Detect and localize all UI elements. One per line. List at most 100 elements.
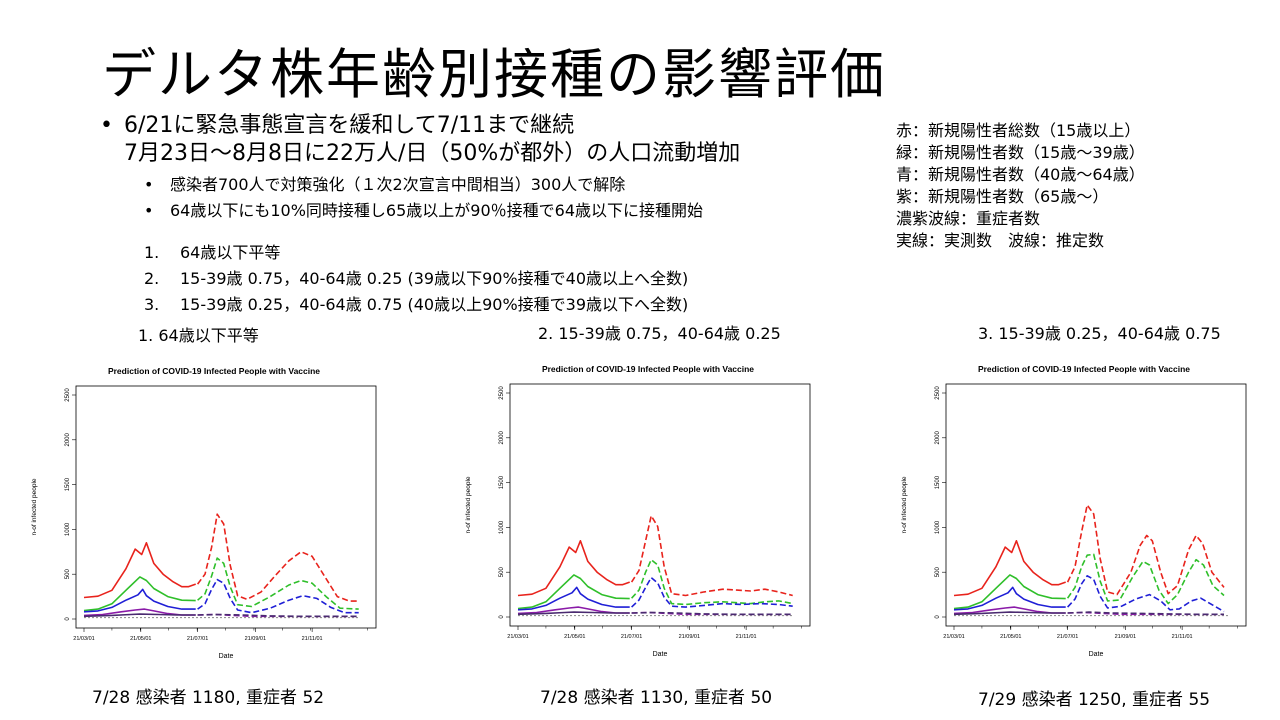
item-number: 2. bbox=[144, 269, 160, 288]
sub-bullet-list: • 感染者700人で対策強化（１次2次宣言中間相当）300人で解除 • 64歳以下に… bbox=[144, 172, 880, 224]
x-tick-label: 21/07/01 bbox=[1057, 634, 1078, 640]
x-tick-label: 21/11/01 bbox=[302, 636, 323, 642]
item-number: 3. bbox=[144, 295, 160, 314]
series-line-dark_purple-solid bbox=[83, 613, 196, 618]
y-tick-label: 1500 bbox=[65, 477, 71, 491]
sub-bullet-text: 64歳以下にも10%同時接種し65歳以上が90％接種で64歳以下に接種開始 bbox=[170, 201, 704, 220]
x-axis-label: Date bbox=[1089, 651, 1104, 658]
plot-frame bbox=[75, 385, 377, 629]
caption-2: 7/28 感染者 1130, 重症者 50 bbox=[540, 688, 773, 708]
series-line-green-solid bbox=[517, 574, 630, 610]
y-axis-label: n-of infected people bbox=[465, 476, 472, 533]
chart-title: Prediction of COVID-19 Infected People w… bbox=[108, 366, 320, 376]
y-tick-label: 0 bbox=[935, 615, 941, 619]
color-legend: 赤：新規陽性者総数（15歳以上） 緑：新規陽性者数（15歳～39歳） 青：新規陽… bbox=[896, 120, 1145, 252]
x-tick-label: 21/07/01 bbox=[621, 634, 642, 640]
x-tick-label: 21/03/01 bbox=[943, 634, 964, 640]
legend-item: 実線：実測数 波線：推定数 bbox=[896, 231, 1105, 250]
series-line-dark_purple-solid bbox=[953, 611, 1066, 616]
numbered-item: 1. 64歳以下平等 bbox=[144, 240, 880, 266]
x-tick-label: 21/11/01 bbox=[1172, 634, 1193, 640]
series-line-red-solid bbox=[83, 542, 196, 599]
plot-frame bbox=[945, 383, 1247, 627]
y-tick-label: 500 bbox=[935, 567, 941, 578]
y-tick-label: 2000 bbox=[499, 430, 505, 444]
x-tick-label: 21/09/01 bbox=[245, 636, 266, 642]
series-line-dark_purple-dash bbox=[1067, 611, 1224, 616]
x-tick-label: 21/07/01 bbox=[187, 636, 208, 642]
item-number: 1. bbox=[144, 243, 160, 262]
chart-title: Prediction of COVID-19 Infected People w… bbox=[542, 364, 754, 374]
sub-bullet-text: 感染者700人で対策強化（１次2次宣言中間相当）300人で解除 bbox=[170, 175, 626, 194]
sub-bullet-item: • 64歳以下にも10%同時接種し65歳以上が90％接種で64歳以下に接種開始 bbox=[144, 198, 880, 224]
series-line-green-dash bbox=[631, 558, 793, 606]
x-tick-label: 21/03/01 bbox=[73, 636, 94, 642]
bullet-section: • 6/21に緊急事態宣言を緩和して7/11まで継続 7月23日～8月8日に22… bbox=[100, 112, 880, 318]
series-line-dark_purple-dash bbox=[197, 613, 359, 618]
chart-scenario-3: Prediction of COVID-19 Infected People w… bbox=[901, 364, 1247, 658]
series-line-dark_purple-solid bbox=[517, 611, 630, 616]
legend-item: 赤：新規陽性者総数（15歳以上） bbox=[896, 121, 1141, 140]
plot-frame bbox=[509, 383, 811, 627]
caption-1: 7/28 感染者 1180, 重症者 52 bbox=[92, 688, 325, 708]
y-tick-label: 0 bbox=[499, 615, 505, 619]
x-axis-label: Date bbox=[219, 653, 234, 660]
y-tick-label: 2500 bbox=[499, 386, 505, 400]
x-tick-label: 21/05/01 bbox=[564, 634, 585, 640]
legend-item: 濃紫波線：重症者数 bbox=[896, 209, 1041, 228]
series-line-red-solid bbox=[953, 540, 1066, 597]
x-tick-label: 21/05/01 bbox=[130, 636, 151, 642]
series-line-red-dash bbox=[1066, 504, 1225, 596]
y-tick-label: 2000 bbox=[935, 430, 941, 444]
series-line-green-solid bbox=[953, 574, 1066, 610]
series-line-blue-solid bbox=[953, 586, 1066, 611]
y-tick-label: 2000 bbox=[65, 432, 71, 446]
series-line-green-dash bbox=[1066, 553, 1225, 605]
x-tick-label: 21/09/01 bbox=[679, 634, 700, 640]
x-tick-label: 21/03/01 bbox=[507, 634, 528, 640]
y-tick-label: 1000 bbox=[935, 520, 941, 534]
bullet-dot: • bbox=[144, 175, 154, 194]
chart-scenario-2: Prediction of COVID-19 Infected People w… bbox=[465, 364, 811, 658]
y-tick-label: 1500 bbox=[935, 475, 941, 489]
main-bullet-line1: 6/21に緊急事態宣言を緩和して7/11まで継続 bbox=[124, 113, 575, 138]
series-line-red-dash bbox=[630, 515, 793, 597]
y-tick-label: 1000 bbox=[65, 522, 71, 536]
numbered-item: 2. 15-39歳 0.75，40-64歳 0.25 (39歳以下90%接種で40… bbox=[144, 266, 880, 292]
caption-3: 7/29 感染者 1250, 重症者 55 bbox=[978, 690, 1211, 710]
y-axis-label: n-of infected people bbox=[31, 478, 38, 535]
chart-title: Prediction of COVID-19 Infected People w… bbox=[978, 364, 1190, 374]
x-tick-label: 21/05/01 bbox=[1000, 634, 1021, 640]
main-bullet: • 6/21に緊急事態宣言を緩和して7/11まで継続 7月23日～8月8日に22… bbox=[100, 112, 880, 168]
scenario-label-2: 2. 15-39歳 0.75，40-64歳 0.25 bbox=[538, 324, 781, 343]
item-text: 15-39歳 0.75，40-64歳 0.25 (39歳以下90%接種で40歳以… bbox=[180, 269, 689, 288]
series-line-red-solid bbox=[517, 540, 630, 597]
y-tick-label: 2500 bbox=[65, 388, 71, 402]
y-tick-label: 0 bbox=[65, 617, 71, 621]
y-tick-label: 500 bbox=[65, 569, 71, 580]
series-line-blue-solid bbox=[517, 586, 630, 611]
series-line-blue-dash bbox=[1067, 575, 1225, 613]
scenario-label-1: 1. 64歳以下平等 bbox=[138, 326, 259, 345]
legend-item: 紫：新規陽性者数（65歳～） bbox=[896, 187, 1109, 206]
series-line-red-dash bbox=[196, 513, 359, 602]
series-line-green-dash bbox=[197, 557, 359, 610]
legend-item: 緑：新規陽性者数（15歳～39歳） bbox=[896, 143, 1145, 162]
main-bullet-line2: 7月23日～8月8日に22万人/日（50%が都外）の人口流動増加 bbox=[124, 141, 741, 166]
series-line-blue-solid bbox=[83, 588, 196, 613]
bullet-dot: • bbox=[144, 201, 154, 220]
series-line-dark_purple-dash bbox=[631, 611, 793, 616]
y-axis-label: n-of infected people bbox=[901, 476, 908, 533]
legend-item: 青：新規陽性者数（40歳～64歳） bbox=[896, 165, 1145, 184]
y-tick-label: 500 bbox=[499, 567, 505, 578]
y-tick-label: 1000 bbox=[499, 520, 505, 534]
x-tick-label: 21/11/01 bbox=[736, 634, 757, 640]
numbered-list: 1. 64歳以下平等 2. 15-39歳 0.75，40-64歳 0.25 (39歳… bbox=[144, 240, 880, 318]
y-tick-label: 2500 bbox=[935, 386, 941, 400]
scenario-label-3: 3. 15-39歳 0.25，40-64歳 0.75 bbox=[978, 324, 1221, 343]
bullet-dot: • bbox=[100, 113, 113, 138]
chart-scenario-1: Prediction of COVID-19 Infected People w… bbox=[31, 366, 377, 660]
page-title: デルタ株年齢別接種の影響評価 bbox=[102, 43, 886, 106]
item-text: 64歳以下平等 bbox=[180, 243, 281, 262]
item-text: 15-39歳 0.25，40-64歳 0.75 (40歳以上90%接種で39歳以… bbox=[180, 295, 689, 314]
